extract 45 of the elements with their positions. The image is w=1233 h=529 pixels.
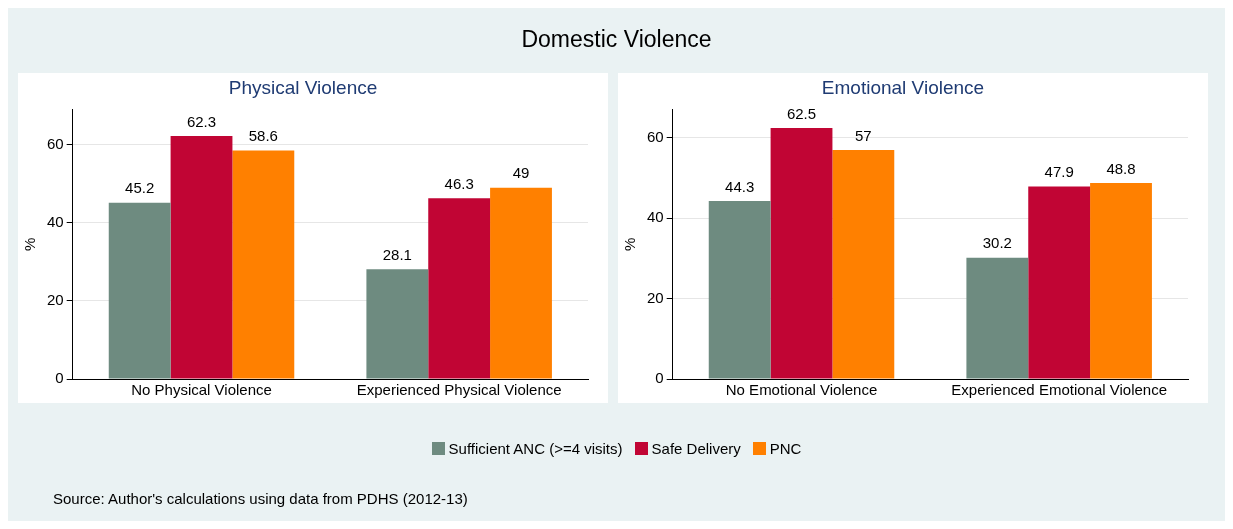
bar xyxy=(832,149,895,379)
data-label: 28.1 xyxy=(382,246,412,264)
data-label: 46.3 xyxy=(444,175,474,192)
y-axis-title: % xyxy=(621,237,639,252)
x-tick-label: Experienced Physical Violence xyxy=(356,381,562,399)
bar xyxy=(708,201,771,379)
y-axis-title: % xyxy=(21,237,39,252)
chart-title: Emotional Violence xyxy=(821,76,985,98)
data-label: 49 xyxy=(512,164,530,182)
bar xyxy=(232,150,295,379)
data-label: 45.2 xyxy=(125,179,155,197)
data-label: 62.3 xyxy=(186,112,217,130)
data-label: 44.3 xyxy=(725,177,755,195)
bar xyxy=(170,135,233,379)
y-tick-label: 40 xyxy=(47,213,64,231)
chart-title: Physical Violence xyxy=(228,76,378,98)
x-tick-label: No Physical Violence xyxy=(131,381,272,399)
data-label: 57 xyxy=(855,126,872,144)
y-tick-label: 60 xyxy=(647,128,664,146)
data-label: 47.9 xyxy=(1044,163,1074,181)
y-tick-label: 0 xyxy=(655,369,664,387)
y-tick-label: 60 xyxy=(47,135,64,153)
x-tick-label: Experienced Emotional Violence xyxy=(951,381,1168,399)
bar xyxy=(108,202,171,379)
data-label: 30.2 xyxy=(982,234,1012,252)
bar xyxy=(1090,182,1152,379)
legend-label: PNC xyxy=(769,440,802,457)
y-tick-label: 20 xyxy=(647,288,664,306)
x-tick-label: No Emotional Violence xyxy=(725,381,878,399)
text: Domestic Violence xyxy=(520,26,713,53)
bar xyxy=(428,198,491,379)
legend-label: Sufficient ANC (>=4 visits) xyxy=(448,440,623,457)
bar xyxy=(366,269,429,379)
bar xyxy=(770,127,833,379)
source-note: Source: Author's calculations using data from PDHS (2012-13) xyxy=(53,490,468,507)
y-tick-label: 40 xyxy=(647,208,664,226)
data-label: 48.8 xyxy=(1106,159,1136,177)
y-tick-label: 20 xyxy=(47,291,64,309)
data-label: 62.5 xyxy=(786,104,817,122)
legend-label: Safe Delivery xyxy=(651,440,741,457)
bar xyxy=(1028,186,1091,379)
bar xyxy=(966,257,1029,379)
data-label: 58.6 xyxy=(248,127,278,145)
y-tick-label: 0 xyxy=(55,369,64,387)
bar xyxy=(490,187,552,379)
